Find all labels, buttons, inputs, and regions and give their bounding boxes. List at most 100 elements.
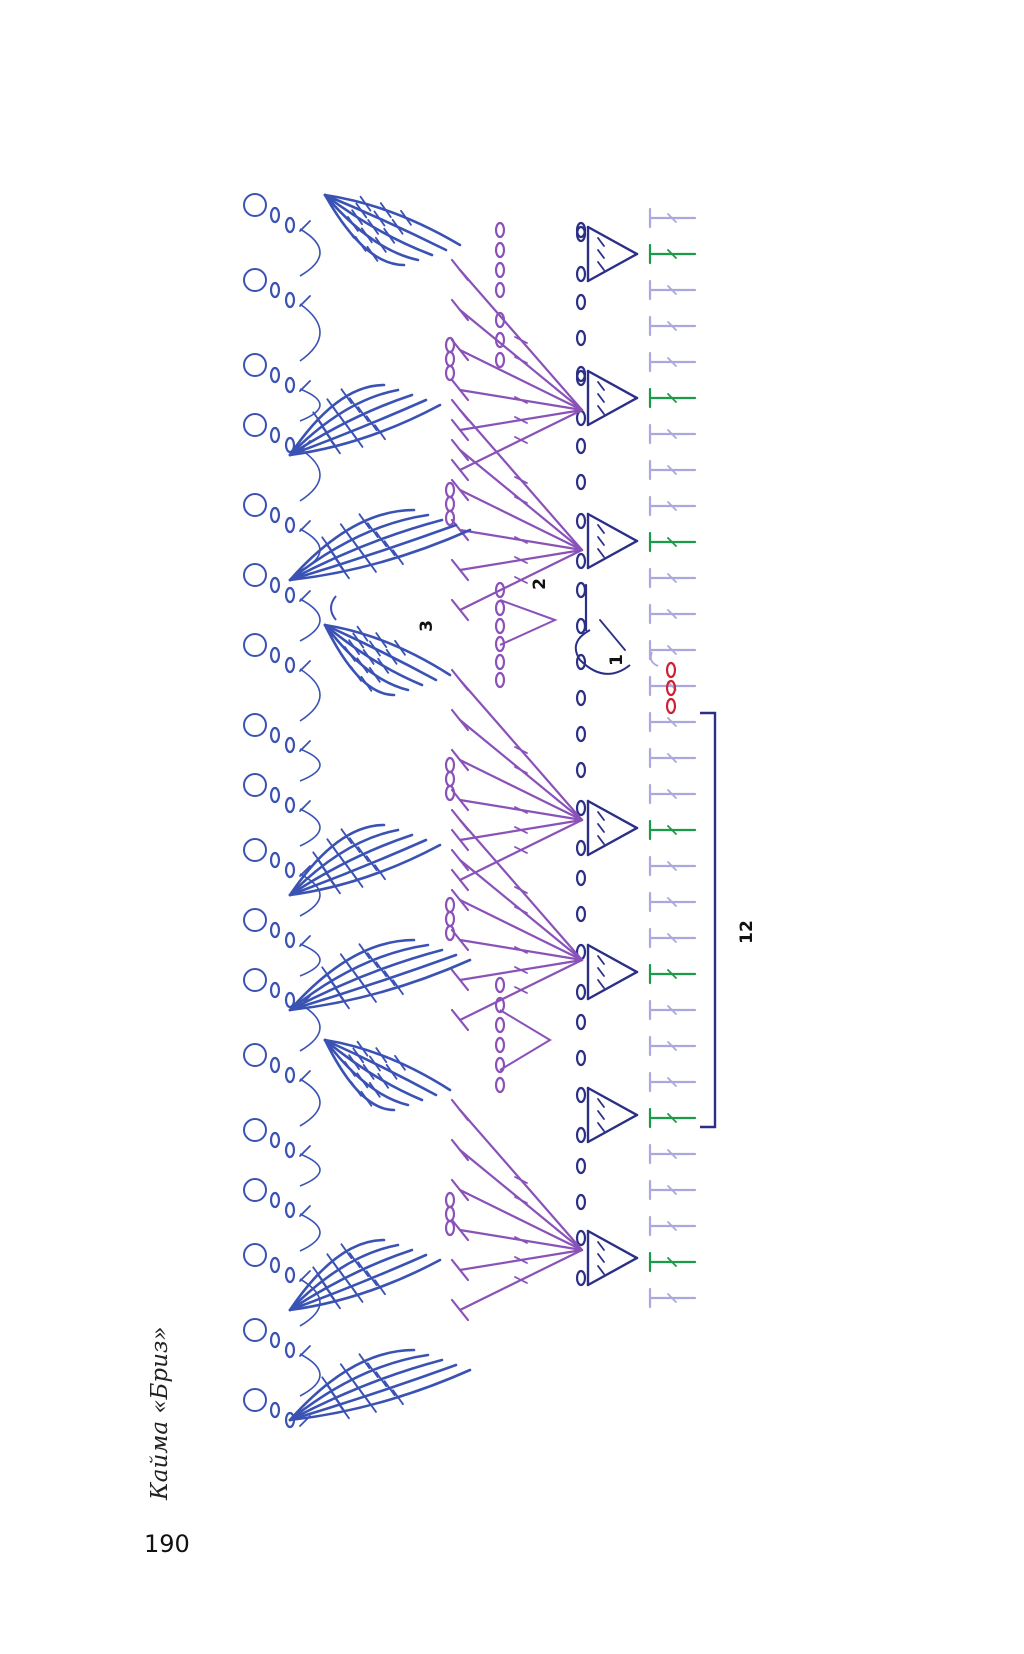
treble-top xyxy=(450,1098,470,1122)
treble-top xyxy=(450,598,470,622)
row-2 xyxy=(444,221,584,1322)
picot-icon xyxy=(243,413,311,454)
shell-tick xyxy=(348,397,361,414)
shell-curve xyxy=(288,1363,458,1422)
shell-tick xyxy=(312,1266,325,1283)
cluster-tick xyxy=(597,249,605,259)
chain-stitch-icon xyxy=(575,905,587,923)
repeat-bracket xyxy=(700,711,717,1129)
shell-curve xyxy=(323,193,406,267)
treble-tick xyxy=(514,926,528,934)
shell-tick xyxy=(348,1054,361,1071)
base-stitch xyxy=(648,423,697,445)
picot-ring xyxy=(243,353,267,377)
treble-tick xyxy=(514,906,528,914)
cluster-leg xyxy=(586,512,639,543)
stitch-tick xyxy=(667,465,677,475)
chain-stitch-icon xyxy=(284,1141,296,1159)
row2-fan xyxy=(450,398,584,622)
chain-stitch-icon xyxy=(575,1086,587,1104)
row1-turning-chain xyxy=(574,629,631,675)
shell-tick xyxy=(357,406,370,423)
shell-curve xyxy=(288,1248,414,1312)
treble-tick xyxy=(514,1216,528,1224)
chain-stitch-icon xyxy=(269,646,281,664)
shell-tick xyxy=(342,222,355,239)
shell-curve xyxy=(288,1348,416,1422)
picot-icon xyxy=(243,493,311,534)
shell-tick xyxy=(360,675,373,692)
chain-stitch-icon xyxy=(494,1036,506,1054)
row2-fan xyxy=(450,668,584,892)
treble-tick xyxy=(514,806,528,814)
row1-cluster xyxy=(575,1229,639,1287)
shell-tick xyxy=(383,227,396,244)
chain-stitch-icon xyxy=(494,331,506,349)
shell-tick xyxy=(348,1252,361,1269)
shell-curve xyxy=(288,1368,472,1422)
chain-stitch-icon xyxy=(284,376,296,394)
chain-stitch-icon xyxy=(575,1013,587,1031)
chain-stitch-icon xyxy=(284,991,296,1009)
picot-ring xyxy=(243,1243,267,1267)
picot-ring xyxy=(243,1178,267,1202)
picot-ring xyxy=(243,268,267,292)
chain-stitch-icon xyxy=(269,1401,281,1419)
cluster-tick xyxy=(597,1253,605,1263)
stitch-tick xyxy=(667,1149,677,1159)
shell-tick xyxy=(392,979,404,996)
stitch-tick xyxy=(667,249,677,259)
treble-top xyxy=(450,398,470,422)
base-stitch xyxy=(648,495,697,517)
chain-stitch-icon xyxy=(269,426,281,444)
picot-arc xyxy=(299,303,321,362)
picot-ring xyxy=(243,1388,267,1412)
shell-tick xyxy=(392,1389,404,1406)
chain-stitch-icon xyxy=(269,1331,281,1349)
base-stitch xyxy=(648,999,697,1021)
row2-fan xyxy=(450,258,584,482)
chain-stitch-icon xyxy=(494,976,506,994)
shell-tick xyxy=(350,1080,362,1097)
picot-arc xyxy=(299,1153,321,1187)
stitch-tick xyxy=(667,429,677,439)
row1-cluster xyxy=(575,225,639,283)
base-stitch xyxy=(648,1215,697,1237)
shell-curve xyxy=(288,508,416,582)
chain-stitch-icon xyxy=(575,265,587,283)
chain-stitch-icon xyxy=(575,689,587,707)
treble-top xyxy=(450,438,470,462)
shell-tick xyxy=(312,411,325,428)
cluster-leg xyxy=(586,826,639,857)
shell-curve xyxy=(323,623,424,687)
shell-tick xyxy=(365,1270,378,1287)
cluster-tick xyxy=(597,811,605,821)
shell-tick xyxy=(321,1376,334,1393)
picot-sc xyxy=(299,1415,311,1427)
treble-top xyxy=(450,418,470,442)
label-repeat-12: 12 xyxy=(737,920,757,944)
shell-tick xyxy=(339,652,352,669)
shell-tick xyxy=(362,1064,375,1080)
shell-tick xyxy=(340,388,353,405)
shell-tick xyxy=(348,837,361,854)
cluster-tick xyxy=(597,261,605,271)
cluster-tick xyxy=(597,1241,605,1251)
shell-curve xyxy=(288,403,442,457)
treble-top xyxy=(450,888,470,912)
shell-tick xyxy=(356,625,369,642)
treble-tick xyxy=(514,1196,528,1204)
base-stitch xyxy=(648,279,697,301)
cluster-leg xyxy=(586,1229,639,1260)
base-stitch xyxy=(648,1251,697,1273)
picot-arc xyxy=(299,598,321,642)
base-stitch xyxy=(648,855,697,877)
shell-curve xyxy=(288,953,458,1012)
treble-tick xyxy=(514,746,528,754)
shell-curve xyxy=(288,823,386,897)
shell-tick xyxy=(355,202,368,219)
chain-stitch-icon xyxy=(269,851,281,869)
shell-tick xyxy=(374,1279,386,1296)
shell-curve xyxy=(323,1038,452,1092)
